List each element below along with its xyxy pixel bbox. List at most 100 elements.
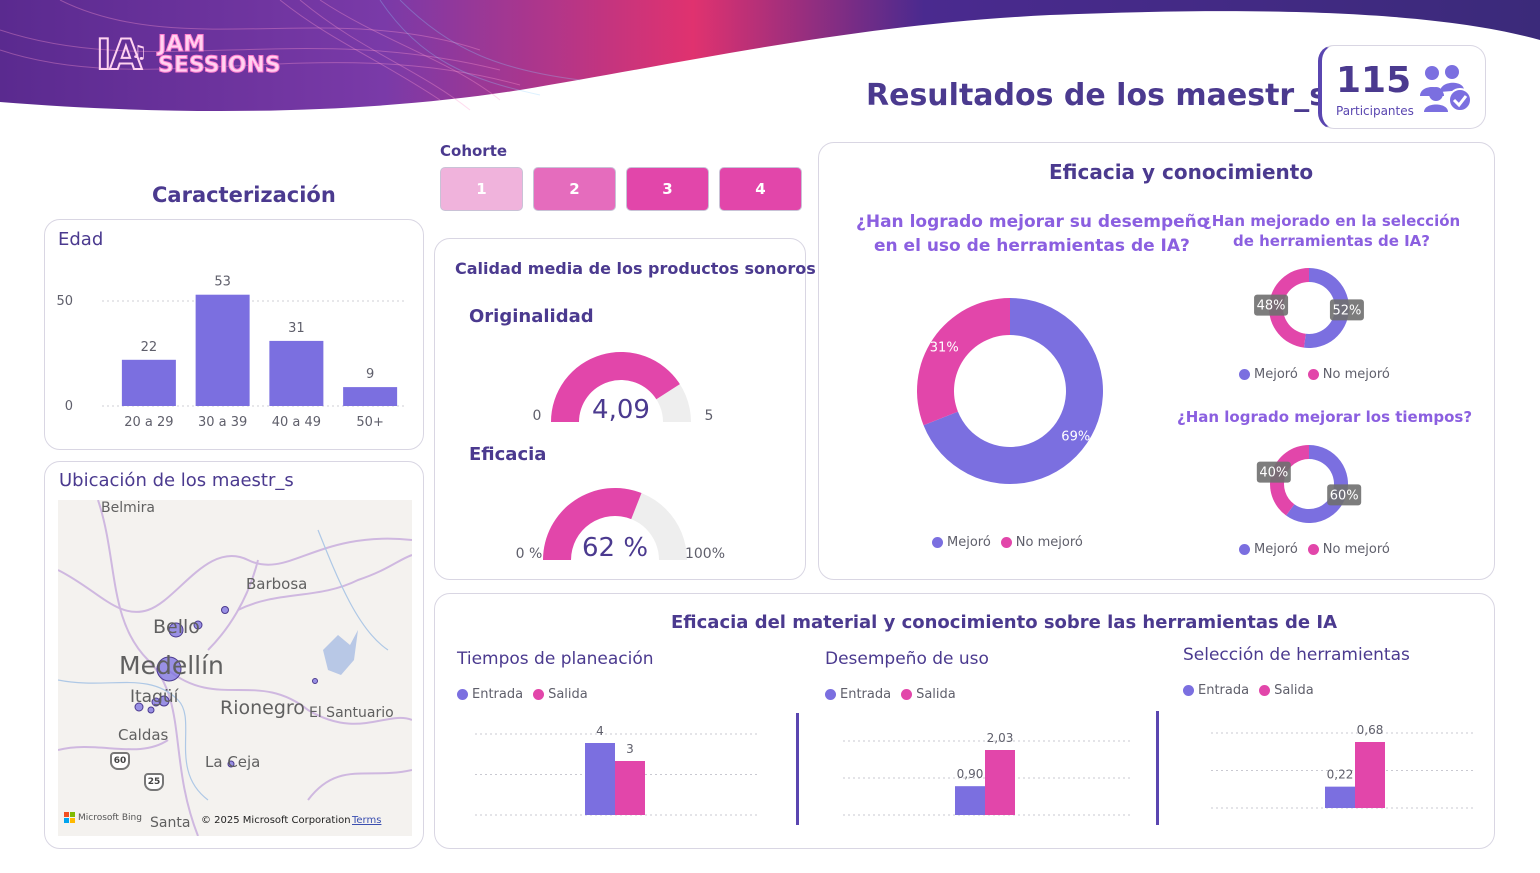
music-note-icon: ♫	[131, 42, 148, 63]
x-tick-label: 30 a 39	[198, 415, 247, 430]
legend-entrada: Entrada	[472, 687, 524, 702]
donut-slice	[923, 298, 1103, 484]
map-terms-link[interactable]: Terms	[352, 815, 382, 826]
gauge-min-label: 0	[533, 408, 542, 424]
map-place-belmira: Belmira	[101, 500, 155, 516]
donut-data-label: 40%	[1259, 466, 1288, 481]
donut-data-label: 48%	[1257, 299, 1286, 314]
donut-data-label: 52%	[1332, 303, 1361, 318]
gauge-fill	[543, 487, 642, 560]
legend-no-mejoro: No mejoró	[1015, 535, 1083, 550]
data-label: 53	[214, 275, 231, 290]
chart-1-legend: Entrada Salida	[457, 687, 588, 702]
map-place-medellin: Medellín	[119, 651, 224, 680]
participants-kpi-card: 115 Participantes	[1318, 45, 1486, 129]
cohorte-button-2[interactable]: 2	[533, 167, 616, 211]
bar	[269, 340, 324, 406]
caracterizacion-title: Caracterización	[152, 183, 336, 207]
logo-line1: JAM	[157, 32, 206, 58]
map-place-bello: Bello	[153, 616, 200, 638]
bar	[1355, 742, 1385, 808]
cohorte-button-4[interactable]: 4	[719, 167, 802, 211]
gauge-max-label: 100%	[685, 546, 725, 562]
map-title: Ubicación de los maestr_s	[59, 470, 294, 491]
map-place-barbosa: Barbosa	[246, 575, 308, 593]
gauge-originalidad-title: Originalidad	[469, 306, 594, 327]
chart-1-title: Tiempos de planeación	[457, 649, 654, 669]
legend-no-mejoro: No mejoró	[1322, 542, 1390, 557]
edad-bar-chart: 0 50 22 20 a 29 53 30 a 39 31 40 a 49 9 50+	[56, 275, 407, 430]
bar	[585, 743, 615, 815]
data-label: 0,22	[1327, 768, 1354, 782]
bar	[121, 359, 176, 406]
donut-slice	[1303, 268, 1350, 348]
donut-data-label: 60%	[1330, 488, 1359, 503]
map-roads	[58, 500, 412, 836]
legend-dot-mejoro	[1239, 544, 1250, 555]
donut-3-legend: Mejoró No mejoró	[1239, 542, 1390, 557]
data-label: 4	[596, 724, 604, 738]
data-label: 2,03	[987, 731, 1014, 745]
map-view[interactable]: Belmira Barbosa Bello Medellín Itagüí Ri…	[58, 500, 412, 836]
x-tick-label: 50+	[356, 415, 383, 430]
map-place-rionegro: Rionegro	[220, 697, 305, 719]
cohorte-button-1[interactable]: 1	[440, 167, 523, 211]
gauge-eficacia-title: Eficacia	[469, 444, 547, 465]
bar	[615, 761, 645, 815]
legend-entrada: Entrada	[840, 687, 892, 702]
logo-line2: SESSIONS	[158, 53, 282, 79]
donut-data-label: 69%	[1061, 430, 1090, 445]
donut-label-box	[1329, 299, 1364, 321]
donut-label-box	[1254, 294, 1289, 316]
chart-2-title: Desempeño de uso	[825, 649, 989, 669]
legend-dot-salida	[533, 689, 545, 700]
y-tick-label: 50	[56, 294, 73, 309]
data-label: 31	[288, 321, 305, 336]
map-place-itagui: Itagüí	[130, 687, 179, 707]
calidad-card: Calidad media de los productos sonoros O…	[434, 238, 816, 580]
donut-2-legend: Mejoró No mejoró	[1239, 367, 1390, 382]
legend-dot-entrada	[457, 689, 468, 700]
legend-dot-entrada	[825, 689, 836, 700]
data-label: 0,90	[957, 767, 984, 781]
donut-charts: 69% 31% 52% 48% 60% 40%	[917, 268, 1364, 523]
legend-salida: Salida	[1274, 683, 1314, 698]
bar	[195, 294, 250, 406]
bar	[985, 750, 1015, 815]
legend-dot-mejoro	[932, 537, 943, 548]
data-label: 22	[141, 340, 158, 355]
calidad-title: Calidad media de los productos sonoros	[455, 259, 816, 278]
bar	[343, 387, 398, 406]
jam-sessions-logo: IA ♫ JAM SESSIONS	[95, 29, 326, 80]
legend-no-mejoro: No mejoró	[1322, 367, 1390, 382]
edad-title: Edad	[58, 229, 104, 250]
donut-3-question: ¿Han logrado mejorar los tiempos?	[1177, 408, 1473, 426]
legend-salida: Salida	[548, 687, 588, 702]
legend-dot-salida	[1259, 685, 1271, 696]
logo-mark: IA	[95, 29, 143, 80]
road-shield-60: 60	[110, 752, 130, 770]
bar	[955, 786, 985, 815]
microsoft-logo-icon	[64, 812, 75, 823]
material-bar-charts: 4 3 0,90 2,03 0,22 0,68	[475, 723, 1473, 816]
page-title: Resultados de los maestr_s	[866, 78, 1328, 113]
legend-dot-entrada	[1183, 685, 1194, 696]
chart-2-legend: Entrada Salida	[825, 687, 956, 702]
data-label: 9	[366, 367, 374, 382]
map-place-caldas: Caldas	[118, 726, 169, 744]
chart-divider	[796, 713, 799, 825]
data-label: 3	[626, 742, 634, 756]
road-shield-25: 25	[144, 773, 164, 791]
y-tick-label: 0	[65, 399, 73, 414]
x-tick-label: 20 a 29	[124, 415, 173, 430]
gauge-min-label: 0 %	[516, 546, 543, 562]
legend-mejoro: Mejoró	[947, 535, 991, 550]
legend-mejoro: Mejoró	[1254, 542, 1298, 557]
donut-slice	[917, 298, 1010, 426]
donut-1-legend: Mejoró No mejoró	[932, 535, 1083, 550]
legend-mejoro: Mejoró	[1254, 367, 1298, 382]
bar	[1325, 786, 1355, 808]
x-tick-label: 40 a 49	[272, 415, 321, 430]
cohorte-button-3[interactable]: 3	[626, 167, 709, 211]
